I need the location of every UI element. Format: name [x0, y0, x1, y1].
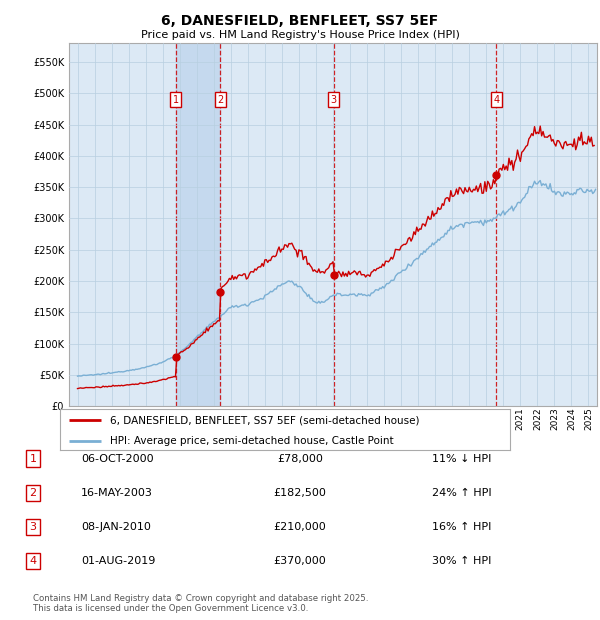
- Text: 3: 3: [29, 522, 37, 532]
- Text: 2: 2: [29, 488, 37, 498]
- Text: £78,000: £78,000: [277, 454, 323, 464]
- Text: 24% ↑ HPI: 24% ↑ HPI: [432, 488, 491, 498]
- Text: 6, DANESFIELD, BENFLEET, SS7 5EF: 6, DANESFIELD, BENFLEET, SS7 5EF: [161, 14, 439, 28]
- Text: 01-AUG-2019: 01-AUG-2019: [81, 556, 155, 566]
- Text: Contains HM Land Registry data © Crown copyright and database right 2025.
This d: Contains HM Land Registry data © Crown c…: [33, 594, 368, 613]
- Text: 2: 2: [217, 95, 223, 105]
- Text: 11% ↓ HPI: 11% ↓ HPI: [432, 454, 491, 464]
- Text: 16% ↑ HPI: 16% ↑ HPI: [432, 522, 491, 532]
- Text: 16-MAY-2003: 16-MAY-2003: [81, 488, 153, 498]
- Text: 06-OCT-2000: 06-OCT-2000: [81, 454, 154, 464]
- Text: 1: 1: [173, 95, 179, 105]
- Bar: [176, 43, 220, 406]
- Text: 4: 4: [493, 95, 499, 105]
- Text: £370,000: £370,000: [274, 556, 326, 566]
- Text: 1: 1: [29, 454, 37, 464]
- Text: 3: 3: [331, 95, 337, 105]
- Text: Price paid vs. HM Land Registry's House Price Index (HPI): Price paid vs. HM Land Registry's House …: [140, 30, 460, 40]
- Text: 08-JAN-2010: 08-JAN-2010: [81, 522, 151, 532]
- Text: HPI: Average price, semi-detached house, Castle Point: HPI: Average price, semi-detached house,…: [110, 436, 393, 446]
- Text: £182,500: £182,500: [274, 488, 326, 498]
- Text: 30% ↑ HPI: 30% ↑ HPI: [432, 556, 491, 566]
- Text: £210,000: £210,000: [274, 522, 326, 532]
- Text: 6, DANESFIELD, BENFLEET, SS7 5EF (semi-detached house): 6, DANESFIELD, BENFLEET, SS7 5EF (semi-d…: [110, 415, 419, 425]
- Text: 4: 4: [29, 556, 37, 566]
